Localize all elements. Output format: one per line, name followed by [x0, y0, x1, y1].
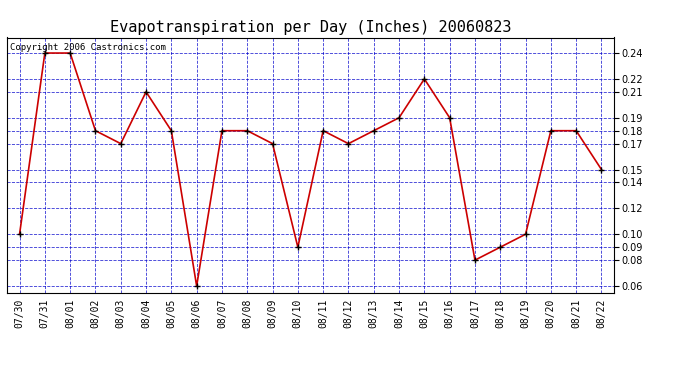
Text: Copyright 2006 Castronics.com: Copyright 2006 Castronics.com	[10, 43, 166, 52]
Title: Evapotranspiration per Day (Inches) 20060823: Evapotranspiration per Day (Inches) 2006…	[110, 20, 511, 35]
